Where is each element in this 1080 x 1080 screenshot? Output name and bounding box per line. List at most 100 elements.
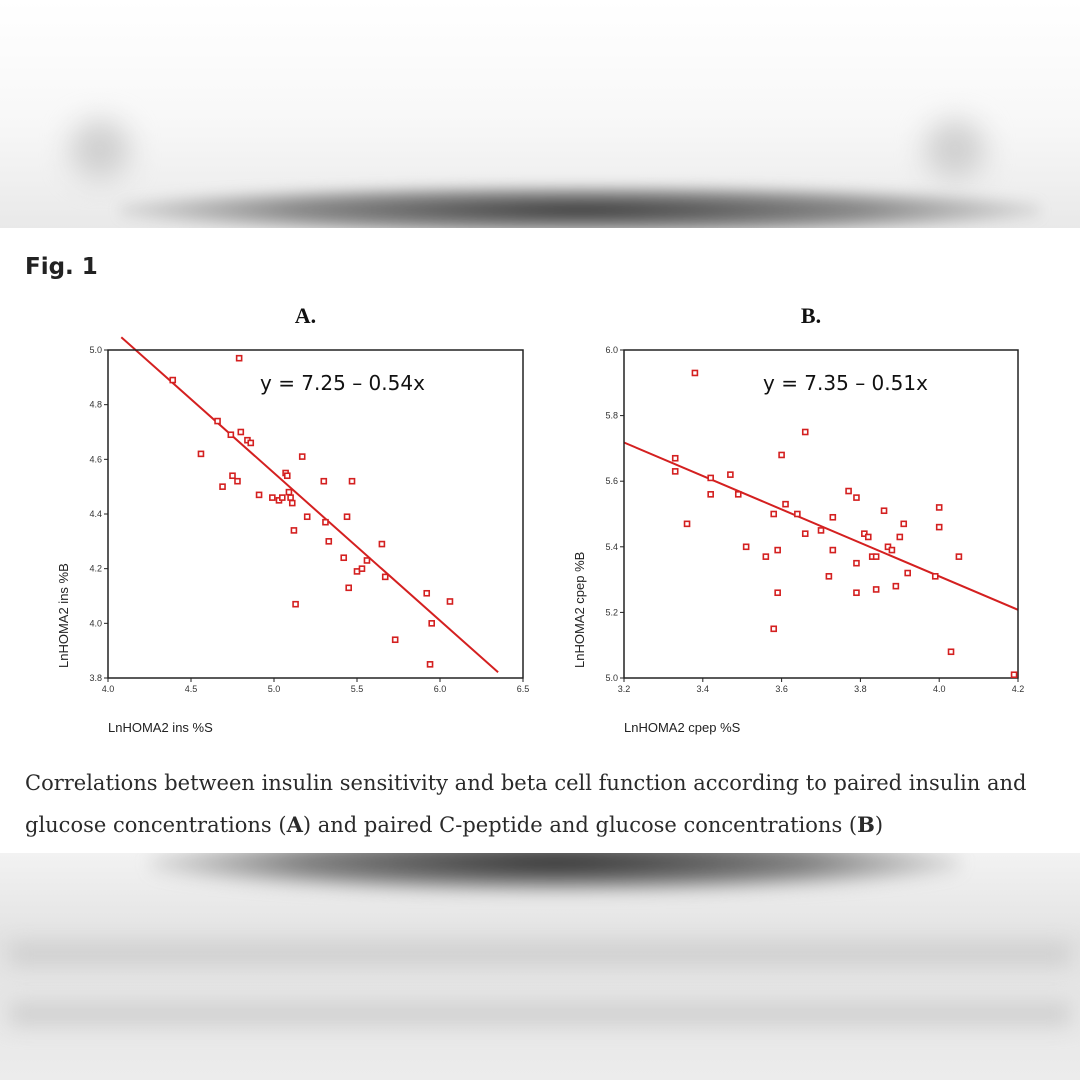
- data-point: [285, 488, 293, 496]
- plot-frame: [623, 349, 1019, 679]
- data-point: [774, 589, 781, 597]
- data-point: [237, 428, 245, 436]
- data-point: [214, 417, 221, 425]
- y-tick-label: 5.6: [605, 476, 618, 486]
- x-axis-label: LnHOMA2 ins %S: [108, 720, 213, 735]
- data-point: [234, 477, 241, 485]
- blurred-background-bottom: [0, 853, 1080, 1080]
- data-point: [381, 573, 389, 581]
- data-point: [801, 428, 809, 436]
- data-point: [770, 510, 778, 518]
- data-point: [348, 477, 356, 485]
- data-point: [778, 451, 785, 459]
- data-point: [892, 582, 900, 590]
- data-point: [872, 553, 880, 560]
- regression-line: [120, 336, 499, 674]
- y-tick-label: 5.0: [605, 673, 618, 683]
- data-point: [283, 472, 291, 480]
- data-point: [671, 468, 679, 475]
- caption-part-2: ) and paired C-peptide and glucose conce…: [302, 813, 858, 837]
- figure-caption: Correlations between insulin sensitivity…: [25, 763, 1065, 846]
- data-point: [853, 559, 860, 567]
- data-point: [896, 533, 904, 541]
- data-point: [935, 523, 943, 531]
- data-point: [287, 494, 294, 501]
- x-tick-label: 3.8: [854, 684, 867, 694]
- data-point: [197, 450, 205, 458]
- data-point: [426, 661, 434, 668]
- data-point: [320, 477, 328, 485]
- x-tick-label: 6.0: [434, 684, 447, 694]
- y-tick-label: 4.2: [89, 564, 102, 574]
- x-tick-label: 3.4: [697, 684, 710, 694]
- y-tick-label: 5.2: [605, 607, 618, 617]
- plot-frame: [107, 349, 524, 679]
- data-point: [774, 546, 781, 554]
- x-tick-label: 4.0: [102, 684, 115, 694]
- x-tick-label: 4.0: [933, 684, 946, 694]
- y-tick-label: 4.0: [89, 618, 102, 628]
- x-tick-label: 6.5: [517, 684, 530, 694]
- data-point: [931, 573, 939, 580]
- y-axis-label: LnHOMA2 ins %B: [56, 563, 71, 668]
- data-point: [691, 369, 699, 377]
- data-point: [794, 510, 801, 518]
- x-tick-label: 5.0: [268, 684, 281, 694]
- data-point: [900, 520, 908, 528]
- x-tick-label: 5.5: [351, 684, 364, 694]
- data-point: [269, 494, 276, 501]
- data-point: [278, 494, 286, 501]
- data-point: [872, 586, 880, 593]
- regression-equation: y = 7.25 – 0.54x: [260, 371, 425, 395]
- data-point: [219, 483, 226, 490]
- y-tick-label: 4.6: [89, 454, 102, 464]
- data-point: [880, 507, 888, 515]
- data-point: [683, 520, 691, 528]
- data-point: [727, 471, 734, 478]
- data-point: [817, 527, 825, 534]
- data-point: [292, 600, 299, 608]
- figure-card: Fig. 1 A. 4.0 4.5 5.0 5.5 6.0 6.5 3.8 4.0 4.2 4.4 4…: [0, 228, 1080, 853]
- data-point: [423, 589, 431, 597]
- plot-panel-a: A.4.0 4.5 5.0 5.5 6.0 6.53.84.04.24.44.64.85.…: [56, 303, 529, 735]
- data-point: [935, 504, 943, 511]
- caption-part-1: A: [286, 812, 303, 837]
- caption-part-0: Correlations between insulin sensitivity…: [25, 771, 1027, 837]
- panel-title: A.: [295, 303, 316, 328]
- data-point: [825, 573, 833, 580]
- data-point: [888, 546, 896, 554]
- data-point: [325, 538, 333, 545]
- y-tick-label: 5.4: [605, 542, 618, 552]
- data-point: [707, 474, 714, 482]
- data-point: [290, 527, 298, 534]
- data-point: [734, 491, 742, 498]
- data-point: [446, 598, 454, 605]
- regression-line: [623, 441, 1019, 611]
- data-point: [801, 530, 809, 537]
- caption-part-3: B: [857, 812, 875, 837]
- data-point: [853, 494, 860, 501]
- data-point: [1010, 671, 1018, 679]
- y-tick-label: 5.0: [89, 345, 102, 355]
- y-tick-label: 3.8: [89, 673, 102, 683]
- data-point: [345, 584, 353, 592]
- y-axis-label: LnHOMA2 cpep %B: [572, 552, 587, 668]
- data-point: [247, 439, 255, 447]
- blurred-background-top: [0, 0, 1080, 228]
- data-point: [322, 518, 329, 526]
- figure-label: Fig. 1: [25, 254, 98, 280]
- data-point: [255, 491, 263, 499]
- data-point: [358, 565, 366, 572]
- data-point: [782, 500, 789, 508]
- data-point: [303, 513, 311, 521]
- plot-panel-b: B. 3.2 3.4 3.6 3.8 4.0 4.2 5.0 5.2 5.4 5.6 5.8 6.0 Ln…: [572, 303, 1024, 735]
- data-point: [391, 636, 399, 644]
- data-point: [770, 625, 778, 633]
- data-point: [340, 554, 348, 562]
- data-point: [169, 376, 177, 384]
- data-point: [288, 499, 296, 507]
- data-point: [853, 589, 860, 597]
- data-point: [428, 620, 436, 627]
- data-point: [742, 543, 750, 551]
- regression-equation: y = 7.35 – 0.51x: [763, 371, 928, 395]
